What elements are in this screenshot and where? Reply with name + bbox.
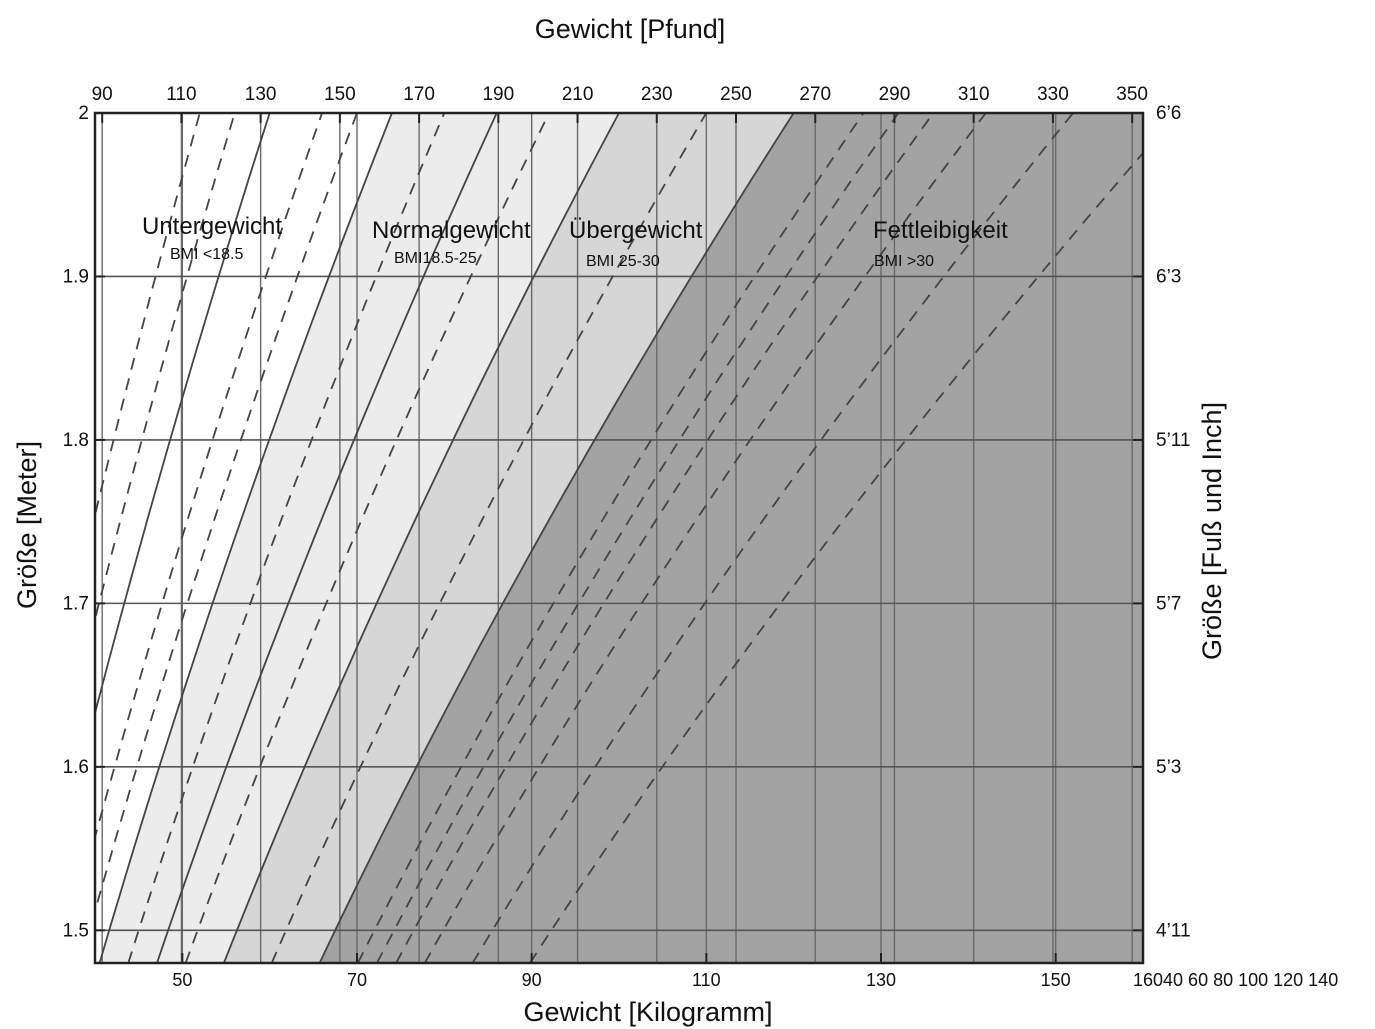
chart-title: Gewicht [Pfund] xyxy=(535,14,726,44)
x-tick-label-lb: 330 xyxy=(1037,84,1069,105)
region-label-obese: Fettleibigkeit xyxy=(873,217,1008,244)
bmi-line-solid xyxy=(98,113,393,963)
bmi-line-dashed xyxy=(395,113,935,963)
plot-frame xyxy=(93,111,1145,965)
bmi-line-dashed xyxy=(376,113,900,963)
y-tick-label-ftin: 4’11 xyxy=(1156,920,1191,941)
region-label-overweight: Übergewicht xyxy=(569,217,703,244)
y-axis-label: Größe [Meter] xyxy=(12,441,42,609)
x-tick-label-lb: 170 xyxy=(403,84,435,105)
y-tick-label-m: 1.8 xyxy=(63,430,89,451)
bmi-lines xyxy=(95,113,1143,963)
bmi-regions xyxy=(95,113,1143,963)
bmi-line-dashed xyxy=(424,113,987,963)
x-tick-label-lb: 250 xyxy=(720,84,752,105)
x-tick-label-kg: 150 xyxy=(1041,970,1071,990)
x-tick-label-lb: 210 xyxy=(562,84,594,105)
y-axis-label-right: Größe [Fuß und Inch] xyxy=(1197,402,1227,660)
y-tick-label-ftin: 5’3 xyxy=(1156,757,1181,778)
tick-labels: 90 110 130 150 170 190 210 230 250 270 290 310 330 35… xyxy=(63,84,1191,990)
y-tick-label-m: 1.5 xyxy=(63,920,89,941)
bmi-line-dashed xyxy=(270,113,708,963)
x-tick-label-lb: 150 xyxy=(324,84,356,105)
x-axis-label: Gewicht [Kilogramm] xyxy=(523,997,772,1027)
x-tick-label-kg: 130 xyxy=(866,970,896,990)
y-tick-label-ftin: 6’3 xyxy=(1156,266,1181,287)
region-bmi-normal: BMI18.5-25 xyxy=(394,250,477,267)
region-bmi-underweight: BMI <18.5 xyxy=(170,246,243,263)
x-tick-label-kg: 70 xyxy=(347,970,367,990)
bmi-line-solid xyxy=(95,113,271,717)
x-tick-label-lb: 290 xyxy=(879,84,911,105)
bmi-line-dashed xyxy=(184,113,550,963)
bmi-line-dashed xyxy=(127,113,446,963)
region-bmi-overweight: BMI 25-30 xyxy=(586,253,660,270)
region-label-underweight: Untergewicht xyxy=(142,213,282,240)
y-tick-label-ftin: 6’6 xyxy=(1156,103,1181,124)
bmi-line-solid xyxy=(318,113,795,963)
bmi-line-dashed xyxy=(95,113,358,915)
bmi-line-dashed xyxy=(471,113,1074,963)
x-tick-label-lb: 110 xyxy=(166,84,196,105)
x-tick-label-kg: 110 xyxy=(692,970,721,990)
y-tick-label-ftin: 5’11 xyxy=(1156,430,1191,451)
bmi-line-solid xyxy=(223,113,620,963)
bmi-line-dashed xyxy=(95,113,323,841)
x-tick-label-lb: 190 xyxy=(482,84,514,105)
x-tick-label-lb: 310 xyxy=(958,84,990,105)
x-tick-label-kg: 90 xyxy=(522,970,542,990)
x-tick-label-lb: 230 xyxy=(641,84,673,105)
region-labels: Untergewicht BMI <18.5 Normalgewicht BMI… xyxy=(142,213,1008,270)
y-tick-label-ftin: 5’7 xyxy=(1156,593,1181,614)
region-fettleibigkeit xyxy=(319,113,1143,963)
region-bmi-obese: BMI >30 xyxy=(874,253,934,270)
bmi-line-solid xyxy=(156,113,498,963)
region-untergewicht xyxy=(95,113,392,963)
region-übergewicht xyxy=(223,113,794,963)
x-tick-label-kg: 50 xyxy=(172,970,192,990)
x-tick-label-lb: 350 xyxy=(1116,84,1148,105)
x-tick-label-lb: 270 xyxy=(799,84,831,105)
y-tick-label-m: 1.7 xyxy=(63,593,89,614)
region-label-normal: Normalgewicht xyxy=(372,217,531,244)
bmi-line-dashed xyxy=(356,113,865,963)
region-normalgewicht xyxy=(99,113,620,963)
axis-ticks xyxy=(95,112,1143,963)
y-tick-label-m: 1.9 xyxy=(63,266,89,287)
bmi-line-dashed xyxy=(529,151,1143,963)
x-tick-label-lb: 90 xyxy=(92,84,113,105)
y-tick-label-m: 2 xyxy=(78,103,89,124)
y-tick-label-m: 1.6 xyxy=(63,757,89,778)
x-tick-label-kg-right: 16040 60 80 100 120 140 xyxy=(1133,970,1338,990)
x-tick-label-lb: 130 xyxy=(245,84,277,105)
